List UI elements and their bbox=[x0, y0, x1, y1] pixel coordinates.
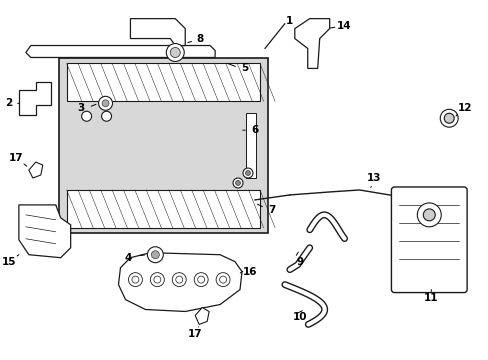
Text: 6: 6 bbox=[251, 125, 258, 135]
Polygon shape bbox=[29, 162, 42, 178]
Text: 12: 12 bbox=[457, 103, 471, 113]
Bar bbox=[245, 113, 255, 178]
Circle shape bbox=[219, 276, 226, 283]
Circle shape bbox=[245, 171, 250, 176]
Circle shape bbox=[147, 247, 163, 263]
Polygon shape bbox=[195, 307, 209, 324]
Circle shape bbox=[439, 109, 457, 127]
FancyBboxPatch shape bbox=[390, 187, 466, 293]
Circle shape bbox=[99, 96, 112, 110]
Text: 4: 4 bbox=[124, 253, 132, 263]
Text: 7: 7 bbox=[267, 205, 275, 215]
Bar bbox=[66, 190, 260, 228]
Circle shape bbox=[132, 276, 139, 283]
Circle shape bbox=[235, 180, 240, 185]
Circle shape bbox=[81, 111, 91, 121]
Circle shape bbox=[194, 273, 208, 287]
Text: 15: 15 bbox=[1, 257, 16, 267]
Text: 13: 13 bbox=[366, 173, 381, 183]
Circle shape bbox=[172, 273, 186, 287]
Text: 10: 10 bbox=[292, 312, 306, 323]
Circle shape bbox=[197, 276, 204, 283]
Polygon shape bbox=[130, 19, 185, 45]
Text: 11: 11 bbox=[423, 293, 438, 302]
Circle shape bbox=[423, 209, 434, 221]
Circle shape bbox=[102, 111, 111, 121]
Polygon shape bbox=[19, 82, 51, 115]
Circle shape bbox=[233, 178, 243, 188]
Bar bbox=[59, 58, 267, 233]
Circle shape bbox=[166, 44, 184, 62]
Text: 8: 8 bbox=[196, 33, 203, 44]
Circle shape bbox=[443, 113, 453, 123]
Polygon shape bbox=[294, 19, 329, 68]
Circle shape bbox=[216, 273, 229, 287]
Polygon shape bbox=[19, 205, 71, 258]
Circle shape bbox=[175, 276, 183, 283]
Circle shape bbox=[151, 251, 159, 259]
Text: 17: 17 bbox=[187, 329, 202, 339]
Circle shape bbox=[243, 168, 252, 178]
Bar bbox=[66, 63, 260, 101]
Text: 17: 17 bbox=[9, 153, 23, 163]
Circle shape bbox=[102, 100, 109, 107]
Polygon shape bbox=[26, 45, 215, 58]
Text: 14: 14 bbox=[337, 21, 351, 31]
Circle shape bbox=[150, 273, 164, 287]
Text: 5: 5 bbox=[241, 63, 248, 73]
Circle shape bbox=[128, 273, 142, 287]
Polygon shape bbox=[118, 253, 242, 311]
Text: 2: 2 bbox=[5, 98, 13, 108]
Circle shape bbox=[170, 48, 180, 58]
Circle shape bbox=[154, 276, 161, 283]
Text: 1: 1 bbox=[285, 15, 293, 26]
Text: 9: 9 bbox=[296, 257, 303, 267]
Circle shape bbox=[416, 203, 440, 227]
Text: 3: 3 bbox=[77, 103, 84, 113]
Text: 16: 16 bbox=[242, 267, 257, 276]
